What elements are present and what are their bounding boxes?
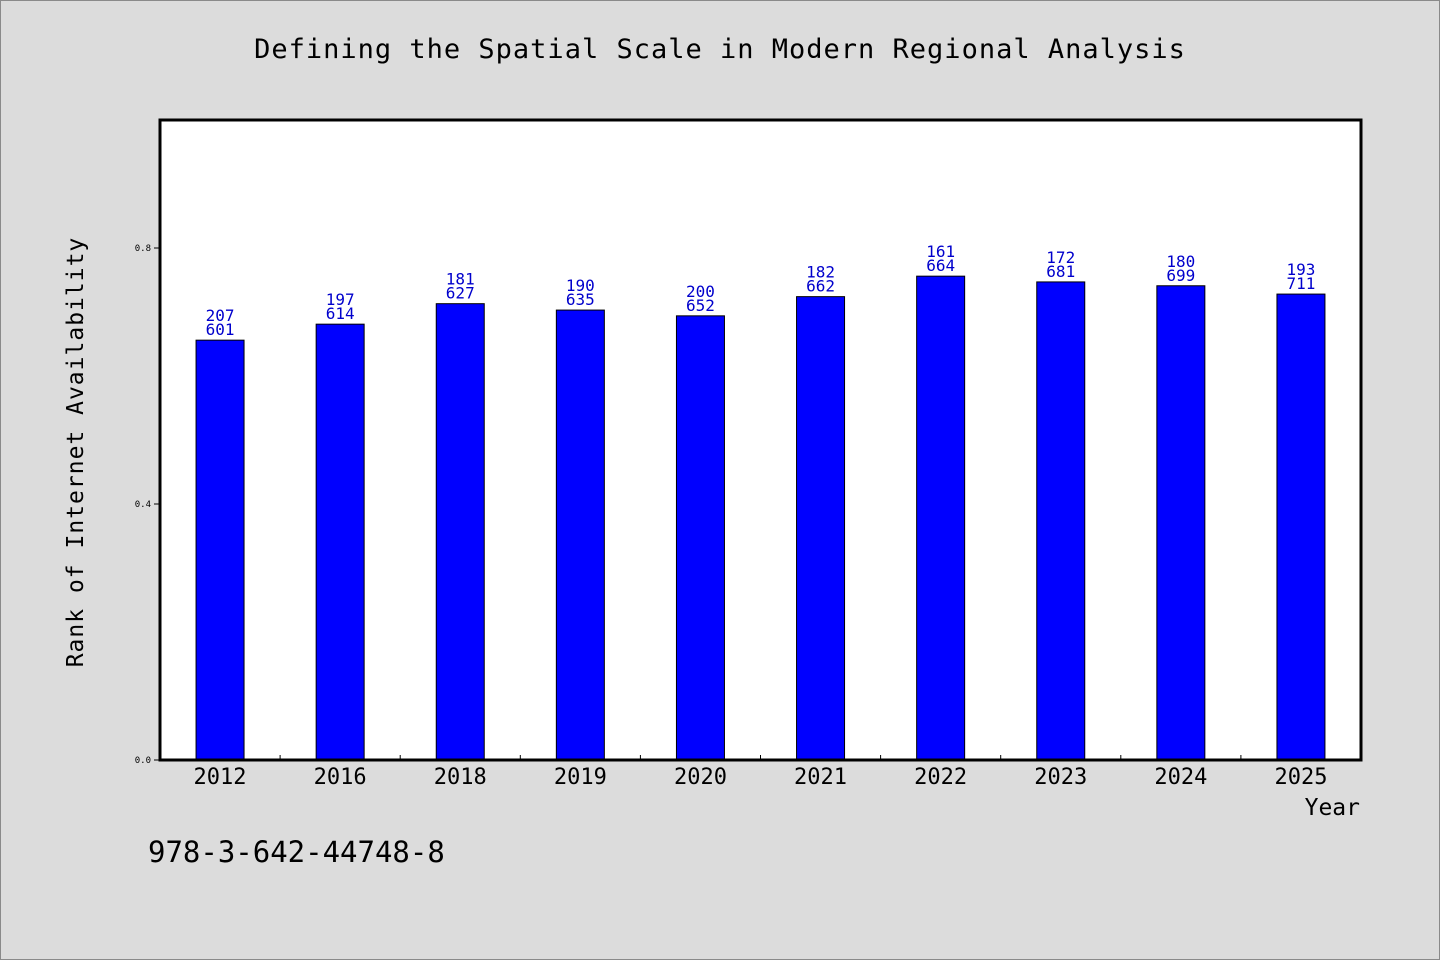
bar-label-bottom: 614 bbox=[326, 304, 355, 323]
x-tick-label: 2021 bbox=[794, 765, 847, 790]
x-tick-label: 2023 bbox=[1034, 765, 1087, 790]
bar bbox=[195, 339, 245, 761]
bar-label-top: 180 bbox=[1166, 252, 1195, 271]
y-tick-label: 0.0 bbox=[135, 756, 151, 766]
bar bbox=[1156, 285, 1206, 761]
bar-label-bottom: 711 bbox=[1286, 274, 1315, 293]
bar bbox=[315, 323, 365, 761]
plot-border bbox=[158, 118, 1363, 762]
x-tick-label: 2019 bbox=[554, 765, 607, 790]
x-tick-label: 2022 bbox=[914, 765, 967, 790]
bar-label-top: 207 bbox=[206, 306, 235, 325]
bar bbox=[1036, 281, 1086, 761]
isbn-text: 978-3-642-44748-8 bbox=[148, 835, 445, 869]
bar-label-bottom: 635 bbox=[566, 290, 595, 309]
x-tick-label: 2025 bbox=[1274, 765, 1327, 790]
bar-label-top: 197 bbox=[326, 290, 355, 309]
x-tick-label: 2020 bbox=[674, 765, 727, 790]
bar bbox=[675, 315, 725, 761]
x-axis-label: Year bbox=[1304, 795, 1360, 821]
bar-label-bottom: 662 bbox=[806, 277, 835, 296]
y-tick-label: 0.8 bbox=[135, 244, 151, 254]
bar bbox=[435, 303, 485, 761]
bar bbox=[555, 309, 605, 761]
y-tick-label: 0.4 bbox=[135, 500, 151, 510]
bar-label-top: 181 bbox=[446, 270, 475, 289]
bar-label-bottom: 664 bbox=[926, 256, 955, 275]
x-tick-label: 2012 bbox=[194, 765, 247, 790]
bar-label-bottom: 681 bbox=[1046, 262, 1075, 281]
bar-label-bottom: 627 bbox=[446, 284, 475, 303]
bar-label-bottom: 652 bbox=[686, 296, 715, 315]
bar bbox=[916, 275, 966, 761]
bar-label-top: 161 bbox=[926, 242, 955, 261]
bar-label-top: 193 bbox=[1286, 260, 1315, 279]
bar-label-top: 200 bbox=[686, 282, 715, 301]
bar-label-bottom: 601 bbox=[206, 320, 235, 339]
bar-label-top: 190 bbox=[566, 276, 595, 295]
x-tick-label: 2024 bbox=[1154, 765, 1207, 790]
chart-title: Defining the Spatial Scale in Modern Reg… bbox=[254, 34, 1186, 65]
x-tick-label: 2016 bbox=[314, 765, 367, 790]
bar-label-top: 182 bbox=[806, 263, 835, 282]
bar-label-top: 172 bbox=[1046, 248, 1075, 267]
bar bbox=[1276, 293, 1326, 761]
bar-label-bottom: 699 bbox=[1166, 266, 1195, 285]
bar bbox=[796, 296, 846, 761]
x-tick-label: 2018 bbox=[434, 765, 487, 790]
